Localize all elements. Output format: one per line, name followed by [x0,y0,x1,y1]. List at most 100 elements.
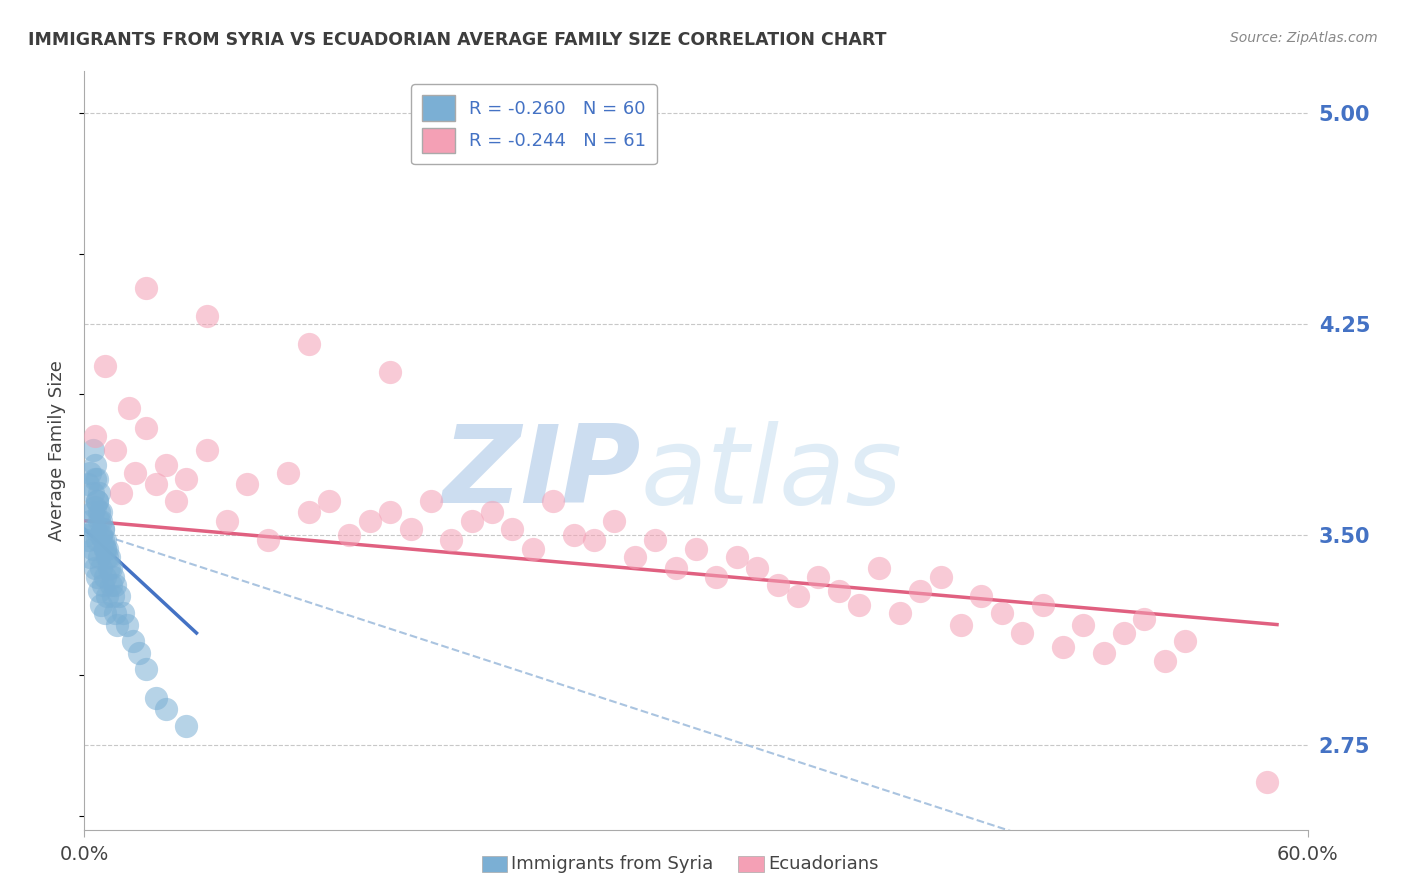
Point [83,471,105,485]
Point [165,494,187,508]
Text: Ecuadorians: Ecuadorians [768,855,879,873]
Point [100,578,122,592]
Point [105,617,128,632]
Point [889,607,911,621]
Point [1092,646,1115,660]
Point [461,514,484,528]
Legend: R = -0.260   N = 60, R = -0.244   N = 61: R = -0.260 N = 60, R = -0.244 N = 61 [412,84,657,164]
Point [90,561,112,575]
Point [685,541,707,556]
Point [91,522,114,536]
Point [82,443,104,458]
Point [725,550,748,565]
Point [110,485,132,500]
Point [83,458,105,472]
Point [766,578,789,592]
Point [644,533,666,548]
Point [135,421,157,435]
Point [90,527,112,541]
Point [77,477,100,491]
Point [86,494,108,508]
Point [87,550,110,565]
Point [104,578,127,592]
Point [155,702,177,716]
Point [339,527,361,541]
Point [359,514,381,528]
Point [929,570,952,584]
Point [145,477,167,491]
Point [75,527,97,541]
Point [380,365,402,379]
Point [1256,774,1278,789]
Text: atlas: atlas [641,421,903,525]
Point [82,541,104,556]
Point [787,590,810,604]
Point [108,590,131,604]
Point [298,336,321,351]
Point [174,471,197,485]
Point [522,541,544,556]
Text: ZIP: ZIP [443,420,641,526]
Point [155,458,177,472]
Point [91,533,114,548]
Point [79,466,101,480]
Point [100,561,122,575]
Point [145,690,167,705]
Point [481,505,503,519]
Point [135,280,157,294]
Point [195,443,218,458]
Point [848,598,870,612]
Point [502,522,524,536]
Point [86,471,108,485]
Point [83,561,105,575]
Point [420,494,443,508]
Point [910,583,932,598]
Point [665,561,688,575]
Point [1114,626,1136,640]
Point [86,494,108,508]
Point [135,663,157,677]
Point [87,514,110,528]
Point [93,607,115,621]
Point [93,541,115,556]
Point [1052,640,1074,654]
Point [124,466,146,480]
Point [93,541,115,556]
Point [603,514,626,528]
Point [1154,654,1177,668]
Point [77,533,100,548]
Point [93,533,115,548]
Point [93,359,115,374]
Point [1032,598,1054,612]
Point [828,583,851,598]
Point [122,634,145,648]
Point [1011,626,1033,640]
Point [236,477,259,491]
Point [91,578,114,592]
Text: IMMIGRANTS FROM SYRIA VS ECUADORIAN AVERAGE FAMILY SIZE CORRELATION CHART: IMMIGRANTS FROM SYRIA VS ECUADORIAN AVER… [28,31,887,49]
Point [90,514,112,528]
Point [83,500,105,514]
Point [195,309,218,323]
Point [112,607,135,621]
Text: Immigrants from Syria: Immigrants from Syria [512,855,713,873]
Point [104,443,127,458]
Point [96,590,118,604]
Point [86,570,108,584]
Point [83,522,105,536]
Point [104,607,127,621]
Point [82,505,104,519]
Point [128,646,150,660]
Point [950,617,973,632]
Point [87,583,110,598]
Point [706,570,728,584]
Point [87,505,110,519]
Point [93,570,115,584]
Point [101,570,124,584]
Point [543,494,565,508]
Point [79,514,101,528]
Point [174,719,197,733]
Point [807,570,830,584]
Point [991,607,1014,621]
Point [90,505,112,519]
